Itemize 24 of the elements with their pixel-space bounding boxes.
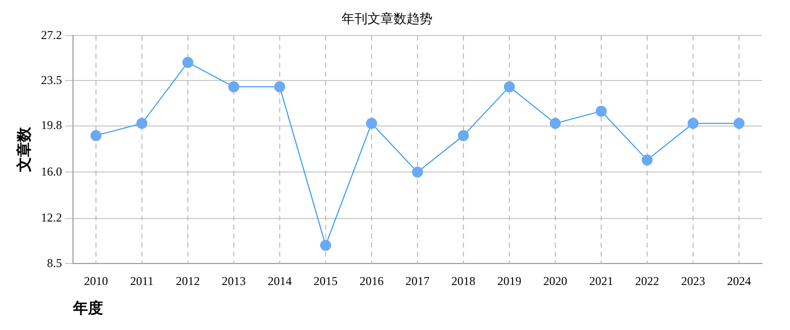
x-tick-label: 2013 [222, 274, 246, 288]
x-tick-label: 2020 [543, 274, 568, 288]
chart-title: 年刊文章数趋势 [342, 11, 432, 26]
x-tick-label: 2015 [314, 274, 338, 288]
y-tick-label: 16.0 [41, 164, 62, 178]
x-tick-label: 2017 [406, 274, 430, 288]
x-tick-label: 2018 [451, 274, 476, 288]
y-axis-title: 文章数 [14, 126, 33, 174]
x-tick-label: 2016 [360, 274, 384, 288]
x-axis-title: 年度 [72, 298, 103, 317]
x-tick-label: 2012 [176, 274, 200, 288]
x-tick-label: 2011 [130, 274, 154, 288]
x-tick-label: 2010 [84, 274, 108, 288]
y-tick-label: 8.5 [47, 256, 62, 270]
x-tick-label: 2024 [727, 274, 752, 288]
y-tick-label: 23.5 [41, 72, 62, 87]
x-tick-label: 2023 [681, 274, 706, 288]
x-tick-label: 2022 [635, 274, 660, 288]
y-tick-label: 12.2 [41, 210, 62, 225]
x-tick-label: 2014 [268, 274, 292, 288]
x-tick-label: 2021 [589, 274, 614, 288]
y-tick-label: 19.8 [41, 118, 62, 132]
x-tick-label: 2019 [497, 274, 522, 288]
y-tick-label: 27.2 [41, 28, 62, 42]
